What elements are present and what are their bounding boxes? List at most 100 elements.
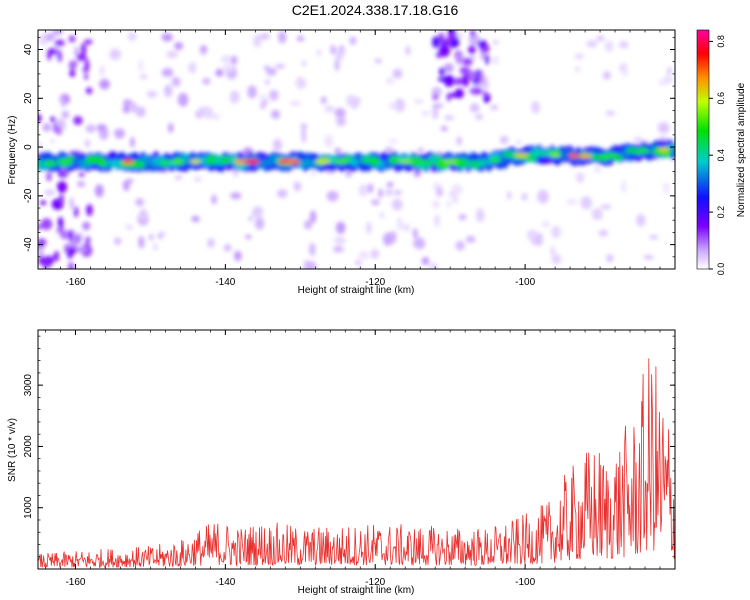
heatmap-cell: [223, 243, 232, 252]
heatmap-cell: [46, 172, 52, 182]
heatmap-cell: [346, 94, 357, 108]
heatmap-hotspot: [549, 152, 561, 158]
heatmap-cell: [229, 90, 240, 104]
heatmap-cell: [59, 193, 64, 205]
heatmap-cell: [60, 96, 66, 108]
heatmap-cell: [354, 259, 363, 267]
heatmap-cell: [385, 188, 393, 197]
heatmap-cell: [76, 53, 87, 61]
heatmap-cell: [301, 129, 307, 144]
spectrogram-panel: -160 -140 -120 -100 40 20 0 -20 -40 Height of s…: [7, 29, 676, 296]
heatmap-cell: [211, 194, 217, 205]
heatmap-cell: [254, 217, 265, 230]
heatmap-cell: [161, 67, 174, 78]
heatmap-cell: [551, 225, 561, 239]
y-tick-label: 2000: [23, 435, 34, 458]
heatmap-cell: [94, 184, 104, 198]
heatmap-cell: [177, 92, 189, 107]
heatmap-cell: [79, 231, 85, 244]
heatmap-cell: [633, 137, 643, 143]
x-tick-label: -140: [215, 277, 235, 288]
heatmap-cell: [266, 67, 277, 76]
heatmap-cell: [432, 103, 444, 108]
heatmap-cell: [303, 260, 316, 269]
heatmap-cell: [40, 218, 53, 230]
heatmap-cell: [54, 250, 59, 260]
heatmap-cell: [475, 114, 484, 120]
heatmap-cell: [349, 36, 357, 45]
heatmap-cell: [230, 55, 238, 65]
heatmap-cell: [436, 186, 444, 198]
heatmap-cell: [576, 172, 585, 184]
heatmap-cell: [551, 254, 562, 265]
heatmap-cell: [422, 110, 428, 116]
heatmap-cell: [68, 35, 76, 43]
snr-y-label: SNR (10 * v/v): [7, 418, 18, 482]
heatmap-cell: [383, 232, 393, 246]
heatmap-cell: [475, 208, 485, 223]
heatmap-cell: [69, 68, 76, 78]
heatmap-cell: [174, 175, 183, 180]
heatmap-cell: [371, 199, 380, 206]
heatmap-cell: [38, 142, 43, 147]
heatmap-cell: [234, 250, 242, 262]
heatmap-cell: [138, 59, 144, 73]
heatmap-cell: [394, 98, 405, 113]
heatmap-cell: [264, 79, 271, 85]
heatmap-hotspot: [189, 159, 201, 165]
heatmap-cell: [455, 51, 464, 65]
colorbar-tick-label: 0.2: [716, 206, 726, 219]
heatmap-cell: [594, 164, 601, 174]
heatmap-cell: [596, 35, 605, 41]
heatmap-cell: [492, 39, 500, 45]
heatmap-cell: [471, 34, 476, 47]
heatmap-cell: [38, 224, 43, 230]
heatmap-cell: [604, 40, 614, 53]
heatmap-cell: [600, 204, 612, 209]
heatmap-cell: [259, 33, 270, 40]
heatmap-cell: [272, 139, 283, 151]
heatmap-cell: [194, 176, 202, 182]
heatmap-cell: [73, 206, 79, 218]
heatmap-cell: [550, 245, 555, 256]
heatmap-cell: [334, 58, 340, 72]
heatmap-hotspot: [488, 157, 502, 163]
heatmap-hotspot: [658, 147, 670, 152]
heatmap-hotspot: [169, 159, 184, 165]
heatmap-cell: [336, 115, 346, 127]
heatmap-cell: [210, 113, 221, 120]
heatmap-cell: [466, 70, 477, 81]
heatmap-hotspot: [314, 159, 331, 165]
heatmap-cell: [44, 189, 56, 196]
heatmap-cell: [277, 189, 288, 198]
heatmap-cell: [149, 233, 154, 241]
heatmap-cell: [663, 183, 669, 195]
heatmap-cell: [432, 200, 440, 209]
colorbar-label: Normalized spectral amplitude: [736, 82, 747, 217]
heatmap-cell: [334, 148, 342, 153]
heatmap-cell: [114, 237, 122, 245]
heatmap-cell: [352, 104, 357, 110]
heatmap-cell: [42, 123, 52, 132]
heatmap-cell: [499, 135, 509, 145]
heatmap-cell: [139, 74, 148, 79]
colorbar-tick-label: 0.0: [716, 263, 726, 276]
x-tick-label: -120: [365, 277, 385, 288]
heatmap-cell: [47, 48, 52, 61]
heatmap-cell: [50, 138, 55, 144]
heatmap-cell: [200, 51, 207, 56]
heatmap-cell: [447, 31, 453, 46]
heatmap-cell: [358, 184, 368, 197]
heatmap-cell: [296, 35, 305, 42]
heatmap-cell: [330, 44, 336, 55]
colorbar: 0.0 0.2 0.4 0.6 0.8 Normalized spectral ampl…: [696, 29, 747, 276]
heatmap-cell: [482, 90, 488, 96]
heatmap-cell: [52, 122, 58, 133]
heatmap-cell: [82, 221, 91, 231]
heatmap-cell: [366, 221, 372, 234]
heatmap-cell: [598, 229, 609, 237]
heatmap-cell: [462, 73, 470, 87]
heatmap-cell: [566, 198, 577, 205]
heatmap-hotspot: [578, 153, 592, 159]
